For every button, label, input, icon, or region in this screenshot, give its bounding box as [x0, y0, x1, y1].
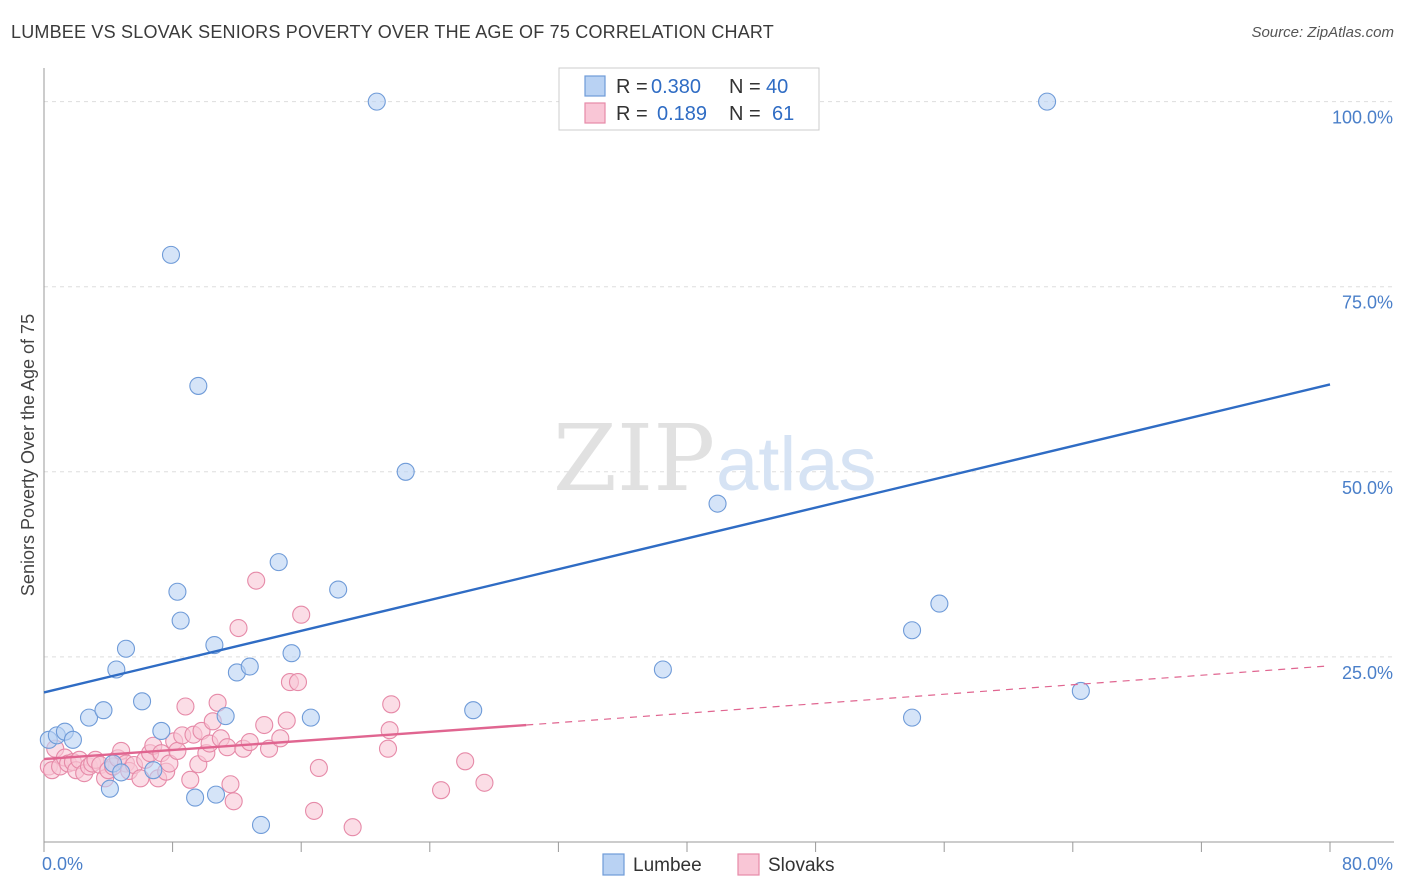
- lumbee-point-13: [152, 721, 171, 740]
- legend-bottom: Lumbee Slovaks: [602, 853, 835, 876]
- gridlines: [44, 101, 1394, 658]
- lumbee-point-20: [206, 785, 226, 804]
- slovak-point-49: [247, 571, 266, 590]
- chart-source: Source: ZipAtlas.com: [1251, 24, 1394, 41]
- bottom-legend-label-slovaks: Slovaks: [768, 855, 835, 876]
- lumbee-point-21: [216, 707, 235, 726]
- slovak-point-50: [255, 715, 274, 735]
- legend-r-label-lumbee: R =: [616, 76, 648, 98]
- lumbee-point-10: [116, 639, 136, 658]
- legend-top: R = 0.380 N = 40 R = 0.189 N = 61: [558, 67, 820, 131]
- slovak-point-53: [277, 711, 296, 730]
- legend-n-label-lumbee: N =: [729, 76, 761, 98]
- legend-r-value-lumbee: 0.380: [651, 76, 701, 98]
- lumbee-point-16: [171, 611, 190, 630]
- slovak-point-44: [221, 775, 240, 794]
- bottom-legend-swatch-slovaks: [737, 853, 760, 876]
- slovak-point-55: [288, 673, 308, 692]
- slovak-point-65: [475, 773, 494, 792]
- slovak-point-41: [208, 693, 227, 712]
- slovak-point-33: [176, 697, 195, 716]
- lumbee-point-23: [240, 657, 259, 676]
- lumbee-point-6: [100, 779, 119, 798]
- lumbee-point-35: [902, 621, 922, 640]
- lumbee-point-17: [186, 788, 205, 807]
- slovak-point-63: [432, 781, 451, 800]
- lumbee-point-30: [396, 462, 415, 481]
- lumbee-point-3: [63, 730, 82, 749]
- slovak-point-64: [456, 752, 475, 771]
- watermark: ZIP atlas: [553, 405, 877, 512]
- lumbee-point-38: [1038, 92, 1057, 111]
- lumbee-point-37: [930, 594, 949, 613]
- lumbee-point-15: [168, 582, 187, 601]
- trendlines: [43, 383, 1331, 761]
- legend-r-label-slovaks: R =: [616, 103, 648, 125]
- slovak-point-59: [343, 818, 362, 837]
- lumbee-points: [39, 92, 1090, 835]
- slovak-trendline: [43, 723, 527, 761]
- lumbee-point-19: [205, 636, 224, 655]
- lumbee-point-18: [189, 376, 208, 395]
- y-axis-label: Seniors Poverty Over the Age of 75: [18, 314, 38, 596]
- bottom-legend-label-lumbee: Lumbee: [633, 855, 702, 876]
- slovak-trendline-extension: [526, 665, 1331, 726]
- slovak-point-22: [131, 769, 150, 788]
- axes: [43, 68, 1394, 852]
- y-tick-label-0: 25.0%: [1342, 663, 1393, 683]
- x-tick-label-min: 0.0%: [42, 854, 83, 874]
- legend-r-value-slovaks: 0.189: [657, 103, 707, 125]
- lumbee-point-25: [269, 553, 288, 572]
- lumbee-point-33: [653, 660, 672, 679]
- lumbee-point-39: [1071, 681, 1090, 701]
- lumbee-point-26: [282, 644, 301, 663]
- lumbee-point-27: [301, 708, 320, 727]
- lumbee-point-24: [251, 815, 271, 835]
- bottom-legend-swatch-lumbee: [602, 853, 625, 876]
- slovak-point-52: [271, 729, 290, 748]
- slovak-point-60: [378, 739, 398, 758]
- legend-n-value-slovaks: 61: [772, 103, 794, 125]
- slovak-point-58: [309, 758, 328, 778]
- lumbee-trendline: [43, 383, 1331, 694]
- lumbee-point-28: [329, 580, 348, 599]
- lumbee-point-36: [902, 708, 922, 727]
- lumbee-point-29: [367, 92, 386, 111]
- lumbee-point-4: [79, 708, 99, 727]
- legend-n-label-slovaks: N =: [729, 103, 761, 125]
- watermark-atlas: atlas: [716, 422, 877, 507]
- lumbee-point-5: [94, 701, 113, 720]
- slovak-point-34: [181, 770, 200, 789]
- legend-swatch-lumbee: [584, 75, 606, 97]
- slovak-point-62: [382, 695, 401, 714]
- y-tick-label-2: 75.0%: [1342, 293, 1393, 313]
- slovak-point-45: [224, 792, 243, 811]
- y-tick-label-1: 50.0%: [1342, 478, 1393, 498]
- lumbee-point-34: [708, 494, 727, 513]
- watermark-zip: ZIP: [553, 405, 715, 512]
- slovak-point-46: [229, 618, 248, 638]
- x-tick-label-max: 80.0%: [1342, 854, 1393, 874]
- slovak-point-57: [305, 801, 324, 820]
- lumbee-point-12: [144, 761, 163, 780]
- lumbee-point-31: [464, 701, 483, 720]
- y-tick-labels: 25.0% 50.0% 75.0% 100.0%: [1332, 108, 1393, 683]
- y-tick-label-3: 100.0%: [1332, 108, 1393, 128]
- lumbee-point-11: [133, 692, 152, 711]
- legend-n-value-lumbee: 40: [766, 76, 788, 98]
- lumbee-point-14: [161, 245, 181, 264]
- slovak-point-48: [240, 732, 259, 752]
- chart-title: LUMBEE VS SLOVAK SENIORS POVERTY OVER TH…: [11, 22, 775, 42]
- lumbee-point-9: [112, 763, 131, 782]
- slovak-point-56: [292, 605, 311, 624]
- legend-swatch-slovaks: [584, 102, 606, 124]
